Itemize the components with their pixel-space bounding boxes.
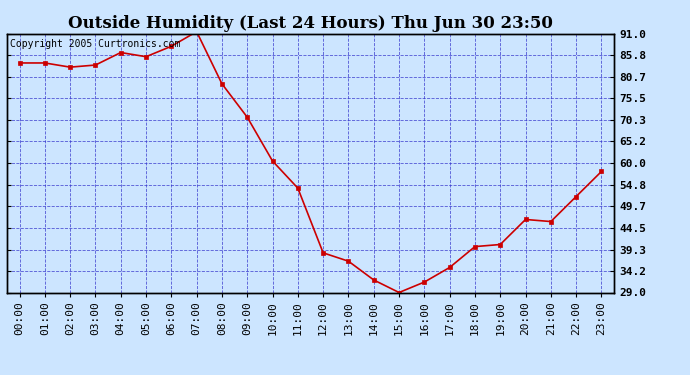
Title: Outside Humidity (Last 24 Hours) Thu Jun 30 23:50: Outside Humidity (Last 24 Hours) Thu Jun… xyxy=(68,15,553,32)
Text: Copyright 2005 Curtronics.com: Copyright 2005 Curtronics.com xyxy=(10,39,180,49)
